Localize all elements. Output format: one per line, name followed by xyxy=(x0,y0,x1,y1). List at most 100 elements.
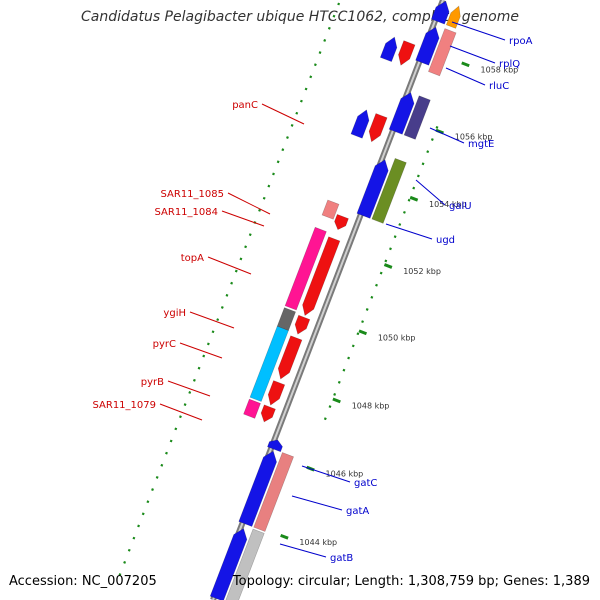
ruler-dot xyxy=(351,344,355,348)
label-layer: rpoA rplQ rluC mgtE galU ugd gatC gatA gatB panC S… xyxy=(93,21,533,564)
tick-layer: 1044 kbp 1046 kbp 1048 kbp 1050 kbp 1052 kbp… xyxy=(118,2,518,576)
tick-mark xyxy=(461,61,470,68)
ruler-dot xyxy=(407,198,411,202)
gene-gatB xyxy=(225,528,265,600)
ruler-dot xyxy=(234,269,238,273)
gene-sar11_1084-label: SAR11_1084 xyxy=(155,207,219,218)
ruler-dot xyxy=(286,136,289,139)
ruler-right xyxy=(323,125,439,421)
gene-SAR11_1085 xyxy=(321,199,340,220)
ruler-dot xyxy=(426,150,430,154)
gene-gata-leader xyxy=(291,495,343,511)
accession-text: Accession: NC_007205 xyxy=(9,574,157,589)
gene-sar11_1085-leader xyxy=(227,192,271,215)
gene-pyrB xyxy=(267,380,286,406)
ruler-dot xyxy=(127,548,131,552)
gene-rluC xyxy=(415,26,440,66)
tick-label: 1054 kbp xyxy=(429,200,467,209)
gene-rplQ xyxy=(428,28,457,77)
gene-gatb-label: gatB xyxy=(330,553,353,564)
gene-mgtE-fwd xyxy=(388,92,415,135)
gene-panc-leader xyxy=(261,103,305,125)
ruler-dot xyxy=(323,39,327,42)
ruler-dot xyxy=(318,51,322,54)
ruler-dot xyxy=(313,63,317,67)
gene-sar11_1084-leader xyxy=(221,210,265,227)
gene-rluc-label: rluC xyxy=(489,81,509,92)
ruler-dot xyxy=(421,162,425,166)
gene-sar11_1079-leader xyxy=(159,403,203,421)
ruler-dot xyxy=(323,417,327,421)
ruler-dot xyxy=(192,378,196,382)
gene-galu-leader xyxy=(415,179,446,206)
ruler-dot xyxy=(118,573,122,576)
gene-gatA xyxy=(253,452,294,532)
ruler-dot xyxy=(272,172,275,176)
ruler-dot xyxy=(309,75,313,79)
ruler-dot xyxy=(342,368,346,372)
topology-text: Topology: circular; Length: 1,308,759 bp… xyxy=(232,574,590,589)
ruler-dot xyxy=(151,488,154,491)
gene-pyrb-label: pyrB xyxy=(141,377,164,388)
gene-gatc-label: gatC xyxy=(354,478,377,489)
ruler-dot xyxy=(211,330,215,334)
ruler-dot xyxy=(365,308,369,311)
gene-rplq-label: rplQ xyxy=(499,59,520,70)
ruler-dot xyxy=(179,415,182,419)
ruler-dot xyxy=(239,257,243,261)
gene-mgte-label: mgtE xyxy=(468,139,494,150)
ruler-dot xyxy=(244,245,248,249)
ruler-dot xyxy=(276,160,280,164)
gene-sar11_1085-label: SAR11_1085 xyxy=(161,189,225,200)
ruler-dot xyxy=(188,391,192,394)
gene-SAR11_1079-red xyxy=(260,404,276,423)
ruler-dot xyxy=(197,366,201,370)
ruler-dot xyxy=(216,318,220,322)
ruler-dot xyxy=(183,403,187,407)
gene-panc-label: panC xyxy=(232,100,258,111)
gene-ugd-label: ugd xyxy=(436,235,455,246)
ruler-dot xyxy=(123,560,127,564)
gene-pyrC-red xyxy=(277,335,303,380)
map-title: Candidatus Pelagibacter ubique HTCC1062,… xyxy=(80,9,519,25)
gene-ygih-leader xyxy=(189,311,235,329)
gene-panC-blue xyxy=(350,109,370,139)
ruler-dot xyxy=(403,210,406,214)
ruler-dot xyxy=(141,512,145,516)
gene-topa-label: topA xyxy=(181,253,204,264)
ruler-dot xyxy=(347,356,351,360)
ruler-dot xyxy=(225,293,229,297)
ruler-dot xyxy=(416,174,420,178)
ruler-dot xyxy=(328,405,332,409)
ruler-dot xyxy=(290,123,294,127)
ruler-dot xyxy=(332,14,336,18)
ruler-dot xyxy=(160,463,164,467)
gene-gatC-small xyxy=(267,439,283,453)
ruler-dot xyxy=(165,451,168,455)
ruler-dot xyxy=(169,439,173,443)
tick-mark xyxy=(383,263,393,269)
gene-topa-leader xyxy=(207,256,252,275)
gene-layer xyxy=(209,0,461,600)
ruler-dot xyxy=(304,87,308,91)
tick-label: 1052 kbp xyxy=(403,267,441,276)
ruler-dot xyxy=(356,332,360,336)
ruler-dot xyxy=(375,283,378,287)
gene-ugd-leader xyxy=(385,223,433,240)
gene-small-red-left xyxy=(398,40,416,66)
gene-mgtE xyxy=(403,95,431,140)
gene-sar11_1079-label: SAR11_1079 xyxy=(93,400,157,411)
gene-rpoa-label: rpoA xyxy=(509,36,533,47)
gene-gatb-leader xyxy=(279,543,327,558)
ruler-dot xyxy=(370,295,374,299)
gene-panC xyxy=(368,113,388,143)
gene-pyrb-leader xyxy=(167,380,211,397)
ruler-dot xyxy=(267,184,271,188)
tick-mark xyxy=(280,533,289,540)
ruler-dot xyxy=(389,247,392,251)
ruler-dot xyxy=(337,380,341,384)
ruler-dot xyxy=(398,223,402,226)
gene-topA xyxy=(284,226,327,311)
ruler-dot xyxy=(258,208,261,212)
